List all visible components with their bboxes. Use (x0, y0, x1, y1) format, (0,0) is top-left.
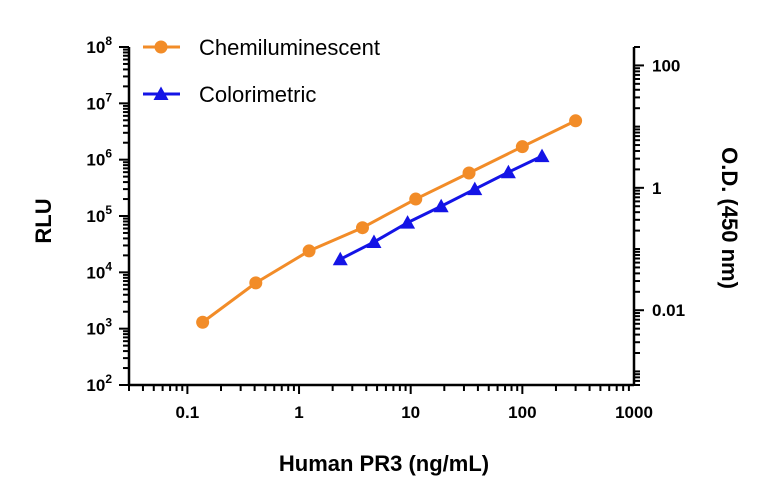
legend-label: Chemiluminescent (199, 35, 380, 60)
y2-tick-label: 1 (652, 179, 661, 198)
x-tick-label: 1000 (615, 403, 653, 422)
series-chemiluminescent (196, 114, 583, 329)
data-point-colorimetric (534, 148, 550, 163)
series-layer (196, 114, 583, 329)
data-point-colorimetric (500, 164, 516, 179)
data-point-chemiluminescent (515, 140, 529, 154)
legend-entry-chemiluminescent: Chemiluminescent (143, 35, 380, 60)
legend-swatch-marker (154, 40, 168, 54)
legend-label: Colorimetric (199, 82, 316, 107)
x-tick-label: 1 (294, 403, 303, 422)
tick-labels: 0.1 1 10 100 1000 102 103 104 105 106 107 108 100 1 0.… (86, 34, 685, 422)
y-tick-label: 102 (86, 372, 112, 395)
data-point-chemiluminescent (569, 114, 583, 128)
data-point-chemiluminescent (462, 166, 476, 180)
x-tick-label: 0.1 (176, 403, 200, 422)
data-point-chemiluminescent (249, 276, 263, 290)
y-tick-label: 104 (86, 259, 112, 282)
tick-marks (119, 46, 644, 394)
data-point-colorimetric (400, 215, 416, 229)
y-tick-label: 107 (86, 90, 112, 113)
x-tick-label: 100 (508, 403, 536, 422)
y-axis-title: RLU (31, 198, 56, 243)
data-point-chemiluminescent (196, 315, 210, 329)
y-tick-label: 103 (86, 316, 112, 339)
data-point-colorimetric (366, 234, 382, 249)
x-axis-title: Human PR3 (ng/mL) (279, 451, 489, 476)
y2-tick-label: 0.01 (652, 301, 685, 320)
data-point-colorimetric (467, 181, 483, 196)
data-point-chemiluminescent (355, 221, 369, 235)
y-tick-label: 108 (86, 34, 112, 57)
y2-axis-title: O.D. (450 nm) (717, 147, 742, 289)
data-point-chemiluminescent (409, 192, 423, 206)
data-point-colorimetric (433, 198, 449, 213)
x-tick-label: 10 (401, 403, 420, 422)
data-point-colorimetric (332, 251, 348, 266)
y-tick-label: 106 (86, 147, 112, 170)
y2-tick-label: 100 (652, 56, 680, 75)
series-line-chemiluminescent (201, 119, 577, 324)
y-tick-label: 105 (86, 203, 112, 226)
data-point-chemiluminescent (302, 244, 316, 258)
legend: Chemiluminescent Colorimetric (143, 35, 380, 107)
series-colorimetric (332, 148, 550, 266)
legend-entry-colorimetric: Colorimetric (143, 82, 316, 107)
legend-swatch-marker (153, 86, 169, 100)
